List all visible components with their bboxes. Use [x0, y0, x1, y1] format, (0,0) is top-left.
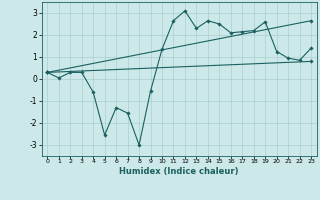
- X-axis label: Humidex (Indice chaleur): Humidex (Indice chaleur): [119, 167, 239, 176]
